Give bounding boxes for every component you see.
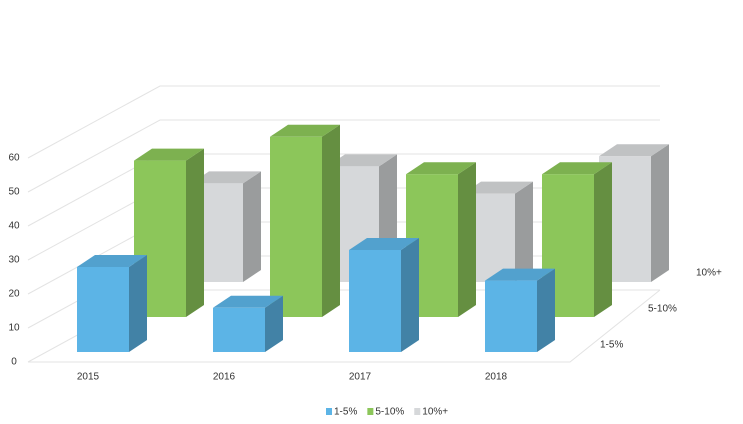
x-tick-label: 2016: [213, 372, 236, 383]
grid-line: [27, 119, 660, 193]
bar-side: [651, 144, 669, 282]
bar-side: [129, 255, 147, 352]
bar-top: [599, 144, 669, 157]
x-tick-label: 2015: [77, 372, 100, 383]
x-tick-label: 2017: [349, 372, 372, 383]
bar-top-shade: [191, 171, 261, 184]
bar-side-shade: [401, 238, 419, 352]
legend-swatch: [326, 408, 332, 415]
y-tick-label: 30: [8, 255, 20, 266]
bar-side-shade: [458, 162, 476, 317]
bar-top-shade: [270, 124, 340, 137]
bar-top-shade: [349, 238, 419, 250]
bar-top: [463, 181, 533, 194]
bar-top: [213, 295, 283, 308]
bar: [77, 267, 129, 352]
bar: [485, 280, 537, 352]
bar-side: [515, 181, 533, 282]
legend-label: 10%+: [422, 407, 448, 418]
y-tick-label: 60: [8, 153, 20, 164]
bar-side: [186, 148, 204, 317]
bar-top: [191, 171, 261, 184]
bar-side-shade: [186, 148, 204, 317]
bar-side-shade: [243, 171, 261, 282]
depth-label: 10%+: [696, 268, 722, 279]
bar-top-shade: [463, 181, 533, 194]
bar-top: [77, 255, 147, 267]
y-tick-label: 40: [8, 221, 20, 232]
y-tick-label: 0: [11, 357, 17, 368]
bar-side: [401, 238, 419, 352]
bar: [270, 136, 322, 317]
bar-top: [270, 124, 340, 137]
bar-side: [322, 124, 340, 317]
legend-label: 5-10%: [375, 407, 404, 418]
bar: [349, 250, 401, 352]
bar-top: [134, 148, 204, 161]
bar-side: [458, 162, 476, 317]
legend-swatch: [367, 408, 374, 415]
bar-side-shade: [537, 268, 555, 352]
x-tick-label: 2018: [485, 372, 508, 383]
bar-top: [485, 268, 555, 281]
bar-side-shade: [322, 124, 340, 317]
bar-top-shade: [327, 154, 397, 167]
bar: [213, 307, 265, 352]
bar-top-shade: [77, 255, 147, 267]
bar-side: [594, 162, 612, 317]
bar-top: [327, 154, 397, 167]
grid-line: [27, 85, 660, 159]
legend-swatch: [414, 408, 421, 415]
bar-side: [265, 295, 283, 352]
floor-edge: [28, 289, 661, 363]
bar-side-shade: [594, 162, 612, 317]
depth-label: 5-10%: [648, 304, 677, 315]
bar-top-shade: [542, 162, 612, 175]
bar-top-shade: [485, 268, 555, 281]
bar-top: [349, 238, 419, 250]
bar-top: [406, 162, 476, 175]
bar-top: [542, 162, 612, 175]
bar-side-shade: [265, 295, 283, 352]
bar-side-shade: [515, 181, 533, 282]
bar-top-shade: [213, 295, 283, 308]
y-tick-label: 50: [8, 187, 20, 198]
bar-top-shade: [406, 162, 476, 175]
bar-side: [243, 171, 261, 282]
bar-side-shade: [129, 255, 147, 352]
bar-top-shade: [599, 144, 669, 157]
bar-top-shade: [134, 148, 204, 161]
bar-side: [537, 268, 555, 352]
y-tick-label: 10: [8, 323, 20, 334]
legend-label: 1-5%: [334, 407, 357, 418]
bar-side-shade: [651, 144, 669, 282]
y-tick-label: 20: [8, 289, 20, 300]
depth-label: 1-5%: [600, 340, 623, 351]
